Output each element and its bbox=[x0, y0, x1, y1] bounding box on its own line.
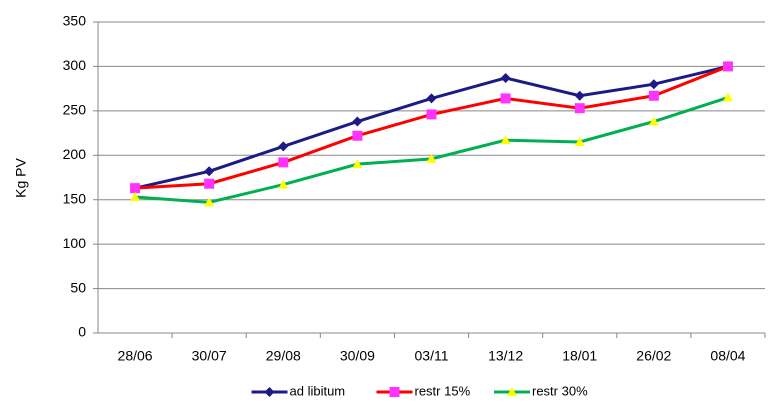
marker bbox=[648, 90, 659, 101]
y-tick-label: 0 bbox=[78, 324, 86, 340]
series-line bbox=[134, 64, 729, 190]
marker bbox=[648, 116, 659, 126]
marker bbox=[352, 130, 363, 141]
x-tick-label: 28/06 bbox=[118, 348, 153, 364]
marker bbox=[574, 136, 585, 146]
y-tick-label: 250 bbox=[63, 102, 87, 118]
x-tick-label: 08/04 bbox=[710, 348, 745, 364]
marker bbox=[204, 166, 215, 177]
marker bbox=[426, 93, 437, 104]
y-axis-label: Kg PV bbox=[13, 158, 29, 198]
marker bbox=[130, 183, 141, 194]
marker bbox=[426, 109, 437, 120]
x-tick-label: 26/02 bbox=[636, 348, 671, 364]
marker bbox=[574, 90, 585, 101]
marker bbox=[722, 61, 733, 72]
marker bbox=[204, 178, 215, 189]
x-tick-label: 13/12 bbox=[488, 348, 523, 364]
marker bbox=[507, 387, 517, 396]
x-tick-label: 30/07 bbox=[192, 348, 227, 364]
legend-label: restr 15% bbox=[415, 383, 471, 398]
marker bbox=[500, 93, 511, 104]
marker bbox=[722, 92, 733, 102]
y-tick-label: 300 bbox=[63, 57, 87, 73]
y-tick-label: 50 bbox=[70, 279, 86, 295]
marker bbox=[574, 103, 585, 114]
marker bbox=[278, 179, 289, 189]
x-tick-label: 30/09 bbox=[340, 348, 375, 364]
marker bbox=[500, 135, 511, 145]
legend-label: restr 30% bbox=[532, 383, 588, 398]
series-line bbox=[134, 65, 729, 190]
marker bbox=[204, 197, 215, 207]
marker bbox=[264, 387, 275, 397]
y-tick-label: 100 bbox=[63, 235, 87, 251]
marker bbox=[352, 159, 363, 169]
marker bbox=[278, 157, 289, 168]
y-tick-label: 200 bbox=[63, 146, 87, 162]
y-tick-label: 350 bbox=[63, 13, 87, 29]
legend-label: ad libitum bbox=[290, 383, 346, 398]
marker bbox=[352, 116, 363, 127]
y-tick-label: 150 bbox=[63, 190, 87, 206]
x-tick-label: 18/01 bbox=[562, 348, 597, 364]
x-tick-label: 29/08 bbox=[266, 348, 301, 364]
marker bbox=[389, 387, 400, 397]
marker bbox=[426, 153, 437, 163]
x-tick-label: 03/11 bbox=[415, 348, 449, 364]
marker bbox=[648, 79, 659, 90]
marker bbox=[278, 141, 289, 152]
marker bbox=[500, 72, 511, 83]
marker bbox=[130, 192, 141, 202]
